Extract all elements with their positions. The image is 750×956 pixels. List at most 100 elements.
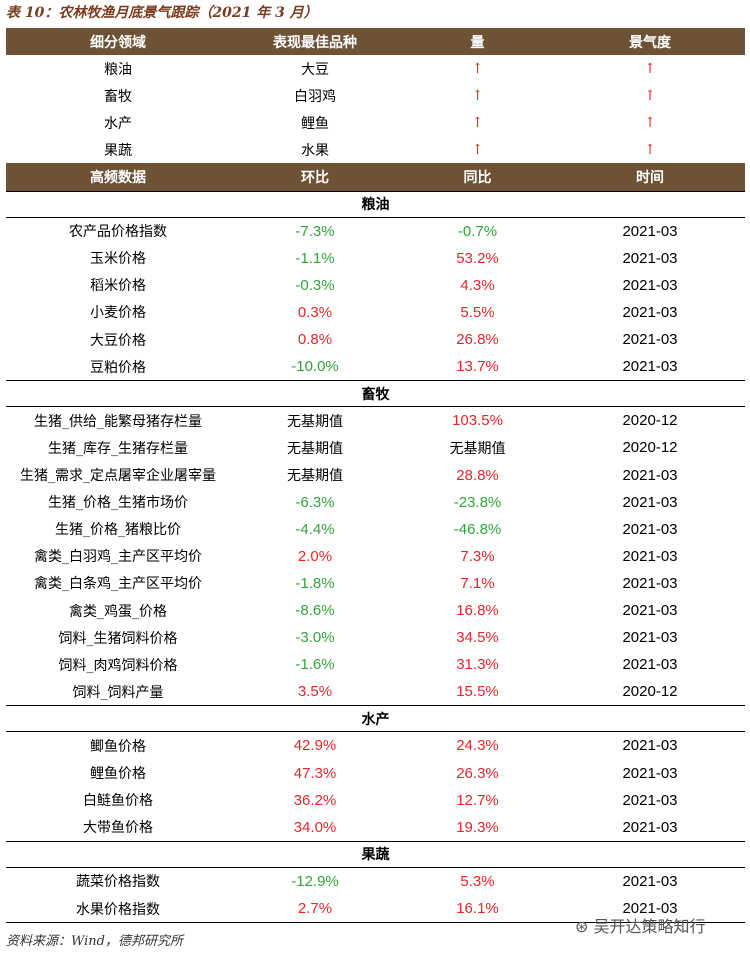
table-row: 果蔬 水果 ↑ ↑ — [6, 136, 745, 163]
cell: 水果价格指数 — [76, 901, 160, 918]
table-row: 生猪_库存_生猪存栏量 无基期值 无基期值 2020-12 — [6, 434, 745, 461]
cell: 2021-03 — [622, 900, 678, 918]
table-row: 大带鱼价格 34.0% 19.3% 2021-03 — [6, 814, 745, 841]
cell: 2021-03 — [622, 331, 678, 349]
table-row: 饲料_饲料产量 3.5% 15.5% 2020-12 — [6, 678, 745, 705]
cell: 2021-03 — [622, 547, 678, 565]
cell: 畜牧 — [104, 88, 132, 105]
cell: 2021-03 — [622, 791, 678, 809]
cell: 26.8% — [456, 331, 499, 349]
header-cell: 量 — [470, 34, 485, 51]
cell: -4.4% — [295, 520, 335, 538]
cell: 大豆 — [301, 61, 329, 78]
section-row: 粮油 — [6, 190, 745, 218]
table: 细分领域 表现最佳品种 量 景气度 粮油 大豆 ↑ ↑ 畜牧 白羽鸡 ↑ ↑ 水产 鲤鱼 ↑ ↑ 果蔬 水果 ↑ ↑ 高… — [6, 28, 745, 924]
table-row: 鲤鱼价格 47.3% 26.3% 2021-03 — [6, 760, 745, 787]
table-row: 生猪_需求_定点屠宰企业屠宰量 无基期值 28.8% 2021-03 — [6, 462, 745, 489]
cell: 2021-03 — [622, 222, 678, 240]
cell: 2021-03 — [622, 629, 678, 647]
cell: ↑ — [471, 60, 484, 77]
table-row: 大豆价格 0.8% 26.8% 2021-03 — [6, 326, 745, 353]
cell: 玉米价格 — [90, 251, 146, 268]
header-cell: 表现最佳品种 — [273, 34, 357, 51]
table-row: 水产 鲤鱼 ↑ ↑ — [6, 109, 745, 136]
cell: -7.3% — [295, 222, 335, 240]
cell: 0.3% — [297, 303, 333, 321]
cell: 47.3% — [293, 764, 337, 782]
cell: 小麦价格 — [90, 305, 146, 322]
cell: 2021-03 — [622, 520, 678, 538]
cell: ↑ — [471, 141, 484, 158]
cell: 2.7% — [297, 900, 333, 918]
header-cell: 环比 — [301, 170, 329, 187]
table-row: 生猪_价格_生猪市场价 -6.3% -23.8% 2021-03 — [6, 489, 745, 516]
cell: -12.9% — [291, 872, 339, 890]
cell: 饲料_生猪饲料价格 — [58, 630, 178, 647]
cell: 5.5% — [460, 303, 495, 321]
table-title: 表 10：农林牧渔月底景气跟踪（2021 年 3 月） — [6, 5, 318, 21]
watermark: ⊛ 吴开达策略知行 — [575, 917, 706, 936]
cell: 12.7% — [456, 791, 499, 809]
table-row: 蔬菜价格指数 -12.9% 5.3% 2021-03 — [6, 868, 745, 895]
cell: 2021-03 — [622, 737, 678, 755]
cell: 饲料_饲料产量 — [72, 684, 164, 701]
cell: 生猪_供给_能繁母猪存栏量 — [34, 413, 202, 430]
cell: 36.2% — [293, 791, 337, 809]
cell: 103.5% — [452, 412, 503, 430]
cell: 2021-03 — [622, 249, 678, 267]
cell: 2.0% — [297, 547, 333, 565]
cell: 禽类_鸡蛋_价格 — [69, 603, 167, 620]
cell: 31.3% — [456, 656, 499, 674]
cell: -6.3% — [295, 493, 335, 511]
cell: 禽类_白条鸡_主产区平均价 — [34, 576, 202, 593]
header-cell: 时间 — [636, 170, 664, 187]
cell: 0.8% — [297, 331, 333, 349]
cell: 2021-03 — [622, 493, 678, 511]
cell: -8.6% — [295, 602, 335, 620]
header-row: 细分领域 表现最佳品种 量 景气度 — [6, 28, 745, 56]
table-row: 畜牧 白羽鸡 ↑ ↑ — [6, 82, 745, 109]
cell: 禽类_白羽鸡_主产区平均价 — [34, 549, 202, 566]
cell: 大豆价格 — [90, 332, 146, 349]
cell: 7.1% — [460, 574, 495, 592]
cell: 2021-03 — [622, 764, 678, 782]
cell: 生猪_库存_生猪存栏量 — [48, 440, 188, 457]
cell: 2020-12 — [622, 683, 678, 701]
cell: 生猪_价格_猪粮比价 — [55, 522, 181, 539]
cell: 15.5% — [456, 683, 499, 701]
cell: 2021-03 — [622, 818, 678, 836]
cell: 28.8% — [456, 466, 499, 484]
header-cell: 同比 — [463, 170, 492, 187]
cell: 鲫鱼价格 — [90, 738, 146, 755]
table-row: 玉米价格 -1.1% 53.2% 2021-03 — [6, 245, 745, 272]
cell: -0.3% — [295, 276, 335, 294]
cell: ↑ — [644, 114, 656, 131]
cell: -46.8% — [453, 520, 502, 538]
cell: 2021-03 — [622, 872, 678, 890]
cell: 42.9% — [293, 737, 337, 755]
cell: -1.8% — [295, 574, 335, 592]
cell: 无基期值 — [287, 468, 343, 485]
cell: -10.0% — [291, 358, 339, 376]
cell: 鲤鱼价格 — [90, 766, 146, 783]
cell: -0.7% — [457, 222, 498, 240]
cell: 稻米价格 — [90, 278, 146, 295]
cell: 24.3% — [456, 737, 499, 755]
cell: 2021-03 — [622, 358, 678, 376]
cell: ↑ — [644, 87, 656, 104]
cell: ↑ — [471, 87, 484, 104]
section-row: 畜牧 — [6, 380, 745, 408]
cell: 2020-12 — [622, 412, 678, 430]
cell: 2021-03 — [622, 602, 678, 620]
cell: 豆粕价格 — [90, 359, 146, 376]
cell: 3.5% — [297, 683, 333, 701]
cell: 无基期值 — [449, 440, 506, 457]
header-cell: 高频数据 — [90, 170, 146, 187]
table-row: 禽类_鸡蛋_价格 -8.6% 16.8% 2021-03 — [6, 597, 745, 624]
cell: 2021-03 — [622, 574, 678, 592]
cell: 水果 — [301, 142, 329, 159]
cell: 生猪_价格_生猪市场价 — [48, 495, 188, 512]
table-row: 禽类_白条鸡_主产区平均价 -1.8% 7.1% 2021-03 — [6, 570, 745, 597]
cell: 13.7% — [456, 358, 499, 376]
